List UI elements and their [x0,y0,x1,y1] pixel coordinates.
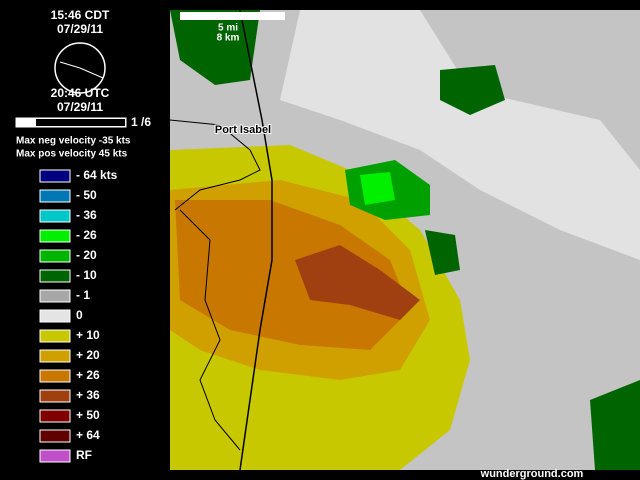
legend-swatch [39,409,71,423]
scale-miles: 5 mi [218,23,238,34]
legend-swatch [39,229,71,243]
legend-label: RF [76,448,92,462]
legend-label: + 64 [76,428,100,442]
legend-label: - 1 [76,288,90,302]
clock-hand [59,61,81,69]
legend-swatch [39,309,71,323]
legend-label: - 10 [76,268,97,282]
max-neg: Max neg velocity -35 kts [16,136,131,147]
frame-label: 1 /6 [131,115,151,129]
frame-bar-rest [36,119,125,126]
legend-swatch [39,209,71,223]
legend-swatch [39,249,71,263]
clock [54,42,106,94]
legend-swatch [39,269,71,283]
legend-label: + 10 [76,328,100,342]
map: 5 mi 8 km Port Isabel wunderground.com [169,9,640,480]
max-pos: Max pos velocity 45 kts [16,149,128,160]
legend-label: + 50 [76,408,100,422]
legend-label: - 20 [76,248,97,262]
legend-label: + 20 [76,348,100,362]
local-time: 15:46 CDT [51,8,110,22]
legend-swatch [39,289,71,303]
utc-date: 07/29/11 [57,100,103,114]
scale-km: 8 km [217,33,240,44]
clock-hand [79,67,104,79]
legend-swatch [39,449,71,463]
legend-label: - 36 [76,208,97,222]
legend-label: - 26 [76,228,97,242]
legend-swatch [39,369,71,383]
utc-time: 20:46 UTC [51,86,110,100]
legend-swatch [39,189,71,203]
legend-label: - 50 [76,188,97,202]
legend-label: + 36 [76,388,100,402]
legend-swatch [39,429,71,443]
legend-label: - 64 kts [76,168,118,182]
place-label: Port Isabel [215,124,271,136]
legend-label: 0 [76,308,83,322]
legend-swatch [39,169,71,183]
legend-label: + 26 [76,368,100,382]
footer-brand: wunderground.com [480,468,584,480]
legend-swatch [39,329,71,343]
legend-swatch [39,349,71,363]
legend: - 64 kts- 50- 36- 26- 20- 10- 10+ 10+ 20… [39,168,118,463]
legend-swatch [39,389,71,403]
local-date: 07/29/11 [57,22,103,36]
